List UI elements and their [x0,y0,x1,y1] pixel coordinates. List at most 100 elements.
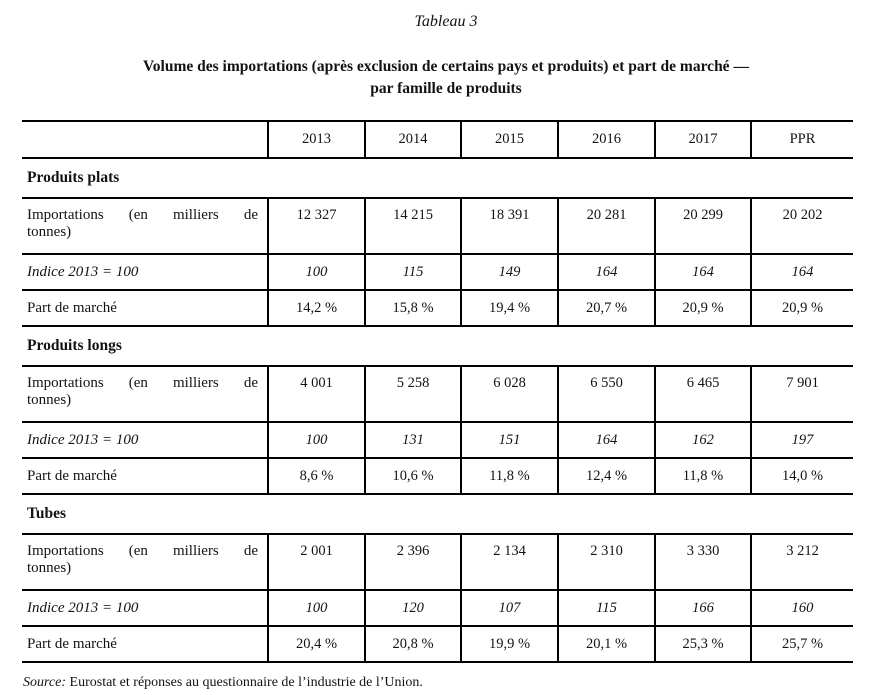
cell-value: 162 [654,422,751,458]
table-row-indice: Indice 2013 = 100 100 120 107 115 166 16… [22,590,853,626]
row-label-cell: Importations (en milliers de tonnes) [22,366,268,422]
cell-value: 166 [654,590,751,626]
table-row-importations: Importations (en milliers de tonnes) 4 0… [22,366,853,422]
cell-value: 4 001 [267,366,365,422]
row-label-cell: Indice 2013 = 100 [22,590,268,626]
cell-value: 15,8 % [364,290,461,326]
cell-value: 100 [267,254,365,290]
source-label: Source: [23,675,67,690]
row-label-line2: tonnes) [27,392,72,408]
cell-value: 3 212 [750,534,853,590]
cell-value: 120 [364,590,461,626]
cell-value: 6 465 [654,366,751,422]
row-label-cell: Part de marché [22,290,268,326]
cell-value: 25,7 % [750,626,853,662]
cell-value: 20,9 % [750,290,853,326]
cell-value: 11,8 % [460,458,558,494]
row-label: Part de marché [27,635,117,652]
doc-title-line-1: Volume des importations (après exclusion… [143,58,749,75]
section-title: Produits plats [27,169,120,186]
row-label-cell: Importations (en milliers de tonnes) [22,198,268,254]
table-number-caption: Tableau 3 [414,13,478,30]
cell-value: 6 028 [460,366,558,422]
doc-title-line-2: par famille de produits [370,79,522,97]
cell-value: 14,2 % [267,290,365,326]
row-label: Indice 2013 = 100 [27,263,139,280]
row-label-cell: Indice 2013 = 100 [22,254,268,290]
cell-value: 20,8 % [364,626,461,662]
cell-value: 20 202 [750,198,853,254]
row-label: Indice 2013 = 100 [27,431,139,448]
cell-value: 107 [460,590,558,626]
table-row-indice: Indice 2013 = 100 100 131 151 164 162 19… [22,422,853,458]
cell-value: 2 134 [460,534,558,590]
row-label-line1: Importations (en milliers de [27,207,258,223]
cell-value: 14 215 [364,198,461,254]
cell-value: 12,4 % [557,458,655,494]
cell-value: 197 [750,422,853,458]
cell-value: 10,6 % [364,458,461,494]
source-note: Source: Eurostat et réponses au question… [23,675,892,691]
cell-value: 20,9 % [654,290,751,326]
cell-value: 14,0 % [750,458,853,494]
cell-value: 164 [654,254,751,290]
cell-value: 20,7 % [557,290,655,326]
cell-value: 18 391 [460,198,558,254]
cell-value: 100 [267,422,365,458]
cell-value: 3 330 [654,534,751,590]
cell-value: 12 327 [267,198,365,254]
cell-value: 2 001 [267,534,365,590]
cell-value: 100 [267,590,365,626]
column-header-2013: 2013 [267,121,365,158]
row-label-cell: Part de marché [22,626,268,662]
column-header-ppr: PPR [750,121,853,158]
column-header-2015: 2015 [460,121,558,158]
doc-title: Volume des importations (après exclusion… [0,56,892,99]
cell-value: 6 550 [557,366,655,422]
section-row-produits-plats: Produits plats [22,158,853,198]
row-label-cell: Indice 2013 = 100 [22,422,268,458]
row-label-cell: Part de marché [22,458,268,494]
cell-value: 149 [460,254,558,290]
cell-value: 20,4 % [267,626,365,662]
cell-value: 5 258 [364,366,461,422]
row-label-line1: Importations (en milliers de [27,543,258,559]
column-header-2016: 2016 [557,121,655,158]
section-row-produits-longs: Produits longs [22,326,853,366]
table-row-indice: Indice 2013 = 100 100 115 149 164 164 16… [22,254,853,290]
cell-value: 2 396 [364,534,461,590]
cell-value: 25,3 % [654,626,751,662]
cell-value: 164 [557,422,655,458]
row-label: Part de marché [27,467,117,484]
table-row-part-de-marche: Part de marché 8,6 % 10,6 % 11,8 % 12,4 … [22,458,853,494]
cell-value: 8,6 % [267,458,365,494]
cell-value: 151 [460,422,558,458]
cell-value: 164 [557,254,655,290]
cell-value: 11,8 % [654,458,751,494]
table-row-importations: Importations (en milliers de tonnes) 2 0… [22,534,853,590]
cell-value: 7 901 [750,366,853,422]
cell-value: 20 299 [654,198,751,254]
row-label-line2: tonnes) [27,224,72,240]
table-row-part-de-marche: Part de marché 20,4 % 20,8 % 19,9 % 20,1… [22,626,853,662]
cell-value: 160 [750,590,853,626]
column-header-2014: 2014 [364,121,461,158]
source-text: Eurostat et réponses au questionnaire de… [69,675,423,690]
cell-value: 20,1 % [557,626,655,662]
row-label: Indice 2013 = 100 [27,599,139,616]
cell-value: 20 281 [557,198,655,254]
section-row-tubes: Tubes [22,494,853,534]
corner-cell [22,121,268,158]
data-table: 2013 2014 2015 2016 2017 PPR Produits pl… [22,120,853,663]
cell-value: 131 [364,422,461,458]
column-header-2017: 2017 [654,121,751,158]
table-row-importations: Importations (en milliers de tonnes) 12 … [22,198,853,254]
row-label-line1: Importations (en milliers de [27,375,258,391]
section-title: Produits longs [27,337,122,354]
row-label: Part de marché [27,299,117,316]
cell-value: 164 [750,254,853,290]
table-row-part-de-marche: Part de marché 14,2 % 15,8 % 19,4 % 20,7… [22,290,853,326]
cell-value: 19,9 % [460,626,558,662]
cell-value: 115 [557,590,655,626]
